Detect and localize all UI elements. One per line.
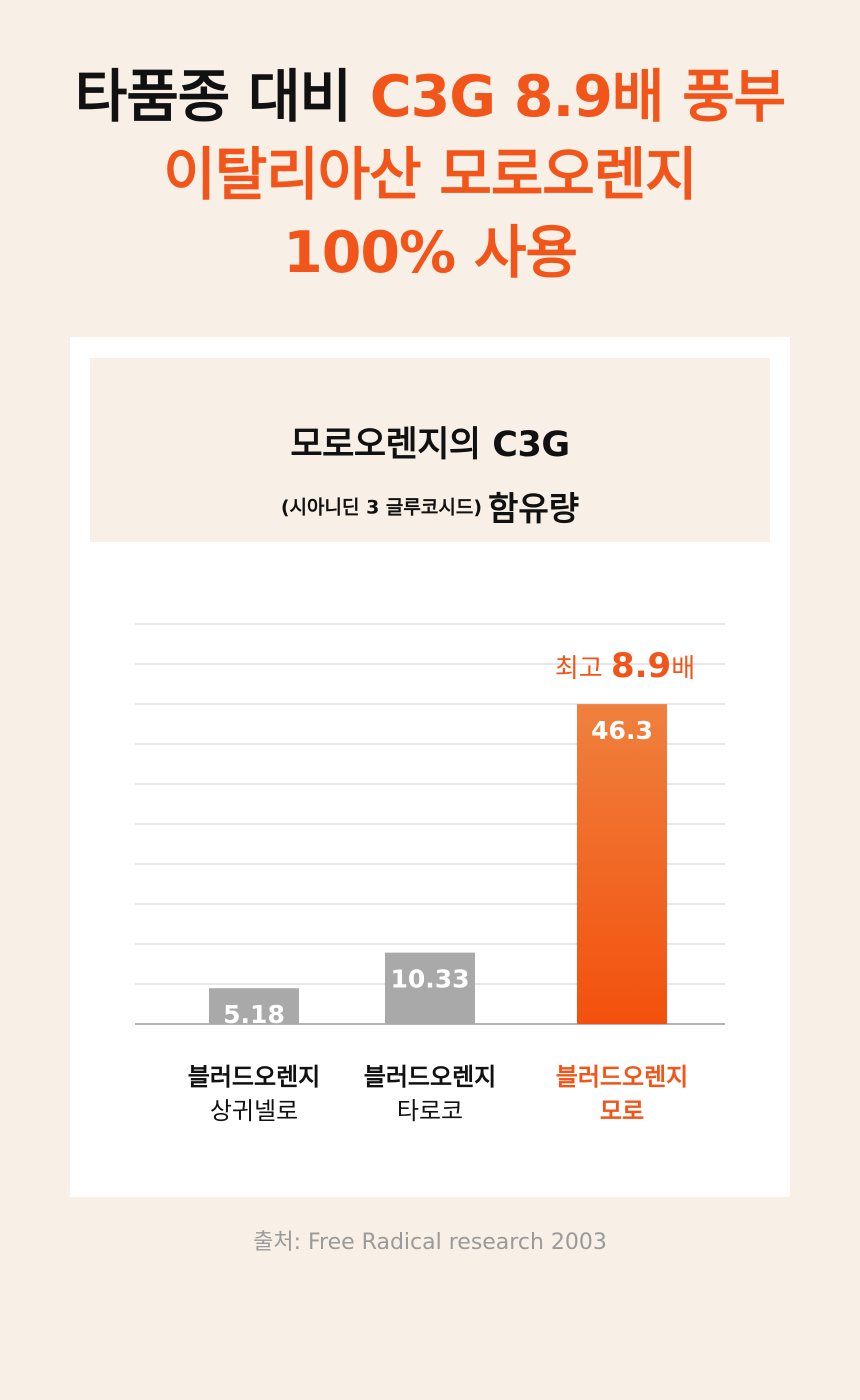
bar-1	[209, 988, 299, 1024]
bars	[209, 704, 667, 1024]
category-label-line-1: 블러드오렌지	[187, 1063, 321, 1091]
max-ratio-callout: 최고 8.9배	[520, 646, 730, 686]
bar-value-label-3: 46.3	[591, 716, 653, 745]
callout-value: 8.9	[610, 646, 672, 686]
headline-dark-text: 타품종 대비	[74, 64, 370, 130]
chart-subtitle-end: 함유량	[488, 489, 580, 528]
chart-header: 모로오렌지의 C3G (시아니딘 3 글루코시드) 함유량	[90, 358, 770, 542]
bar-3	[577, 704, 667, 1024]
headline: 타품종 대비 C3G 8.9배 풍부 이탈리아산 모로오렌지 100% 사용	[0, 58, 860, 292]
source-note: 출처: Free Radical research 2003	[253, 1230, 607, 1255]
headline-line-2: 이탈리아산 모로오렌지	[163, 142, 697, 208]
category-label-line-1: 블러드오렌지	[555, 1063, 689, 1091]
bar-2	[385, 952, 475, 1024]
headline-line-3: 100% 사용	[283, 220, 578, 286]
category-label-line-2: 모로	[599, 1097, 645, 1125]
bar-value-label-1: 5.18	[223, 1000, 285, 1029]
category-label-line-2: 상귀넬로	[209, 1097, 299, 1125]
value-labels: 5.18 10.33 46.3	[223, 716, 653, 1029]
callout-suffix: 배	[671, 654, 696, 684]
category-label-line-1: 블러드오렌지	[363, 1063, 497, 1091]
chart-card: 모로오렌지의 C3G (시아니딘 3 글루코시드) 함유량	[70, 337, 790, 1197]
category-label-line-2: 타로코	[396, 1097, 464, 1125]
chart-subtitle: (시아니딘 3 글루코시드)	[280, 496, 483, 519]
headline-accent-text: C3G 8.9배 풍부	[369, 64, 786, 130]
chart-title: 모로오렌지의 C3G	[290, 425, 570, 465]
bar-value-label-2: 10.33	[390, 965, 469, 994]
callout-prefix: 최고	[554, 654, 611, 684]
chart-subtitle-row: (시아니딘 3 글루코시드) 함유량	[90, 482, 770, 530]
headline-line-1: 타품종 대비 C3G 8.9배 풍부	[0, 58, 860, 136]
